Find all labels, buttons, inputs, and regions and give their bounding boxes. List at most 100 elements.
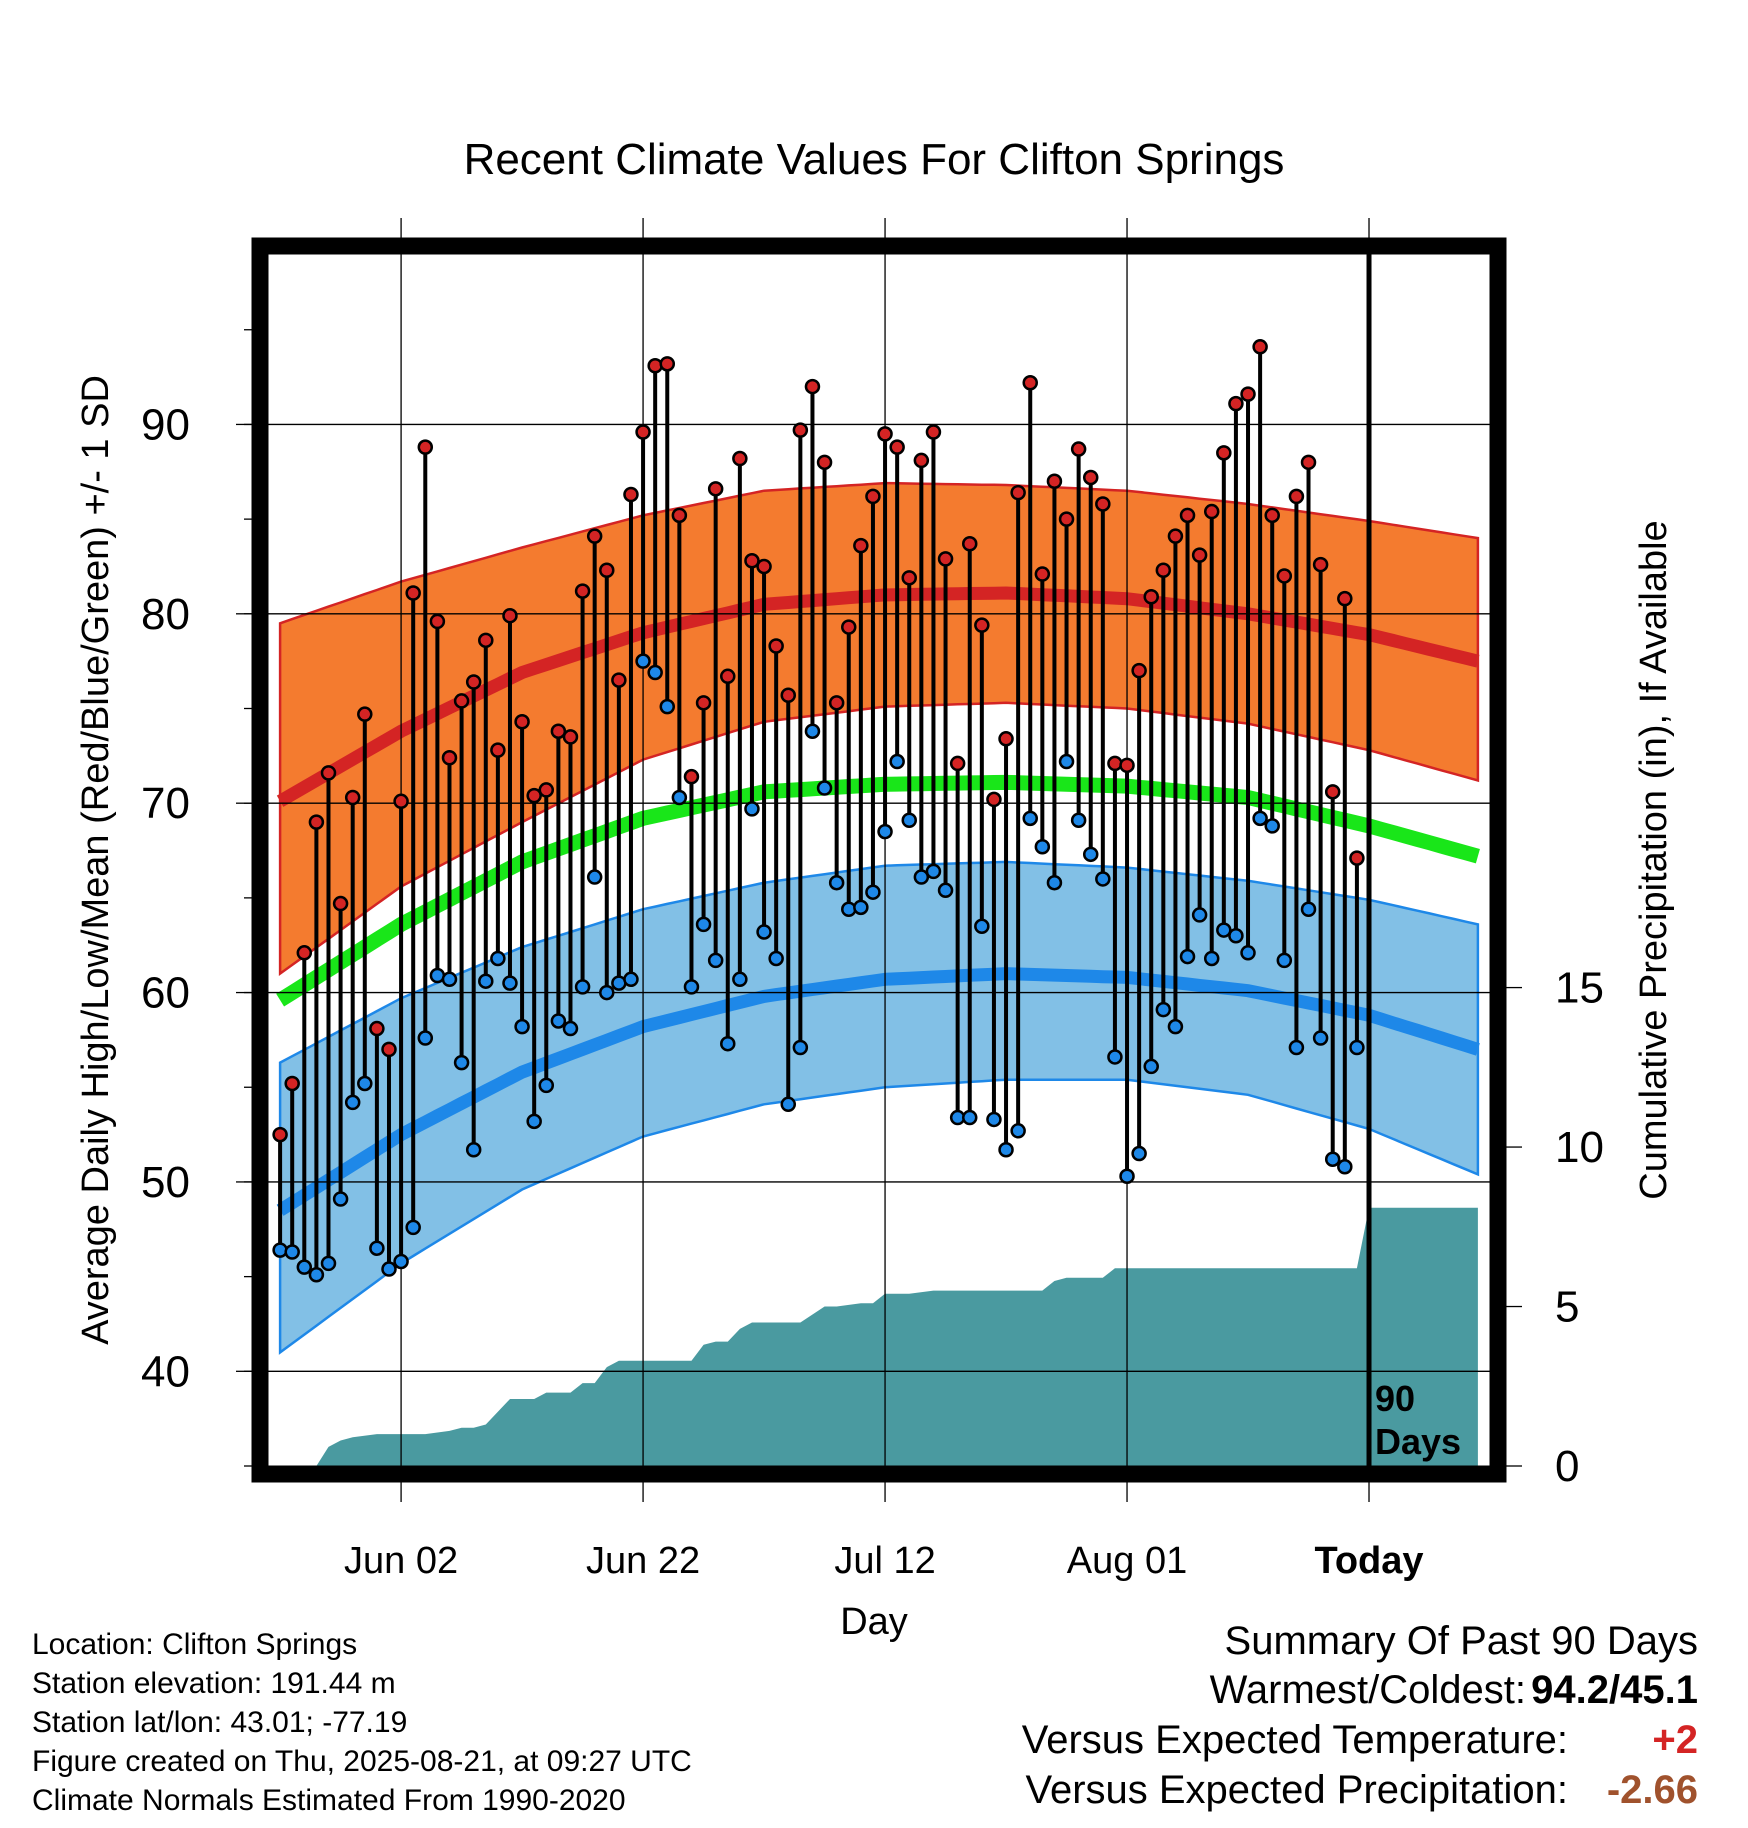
daily-low-point [514,1018,530,1035]
daily-high-point [1058,511,1075,527]
daily-low-point [865,884,881,900]
daily-high-point [550,723,567,739]
daily-low-point [344,1094,361,1111]
daily-low-point [1058,753,1075,770]
daily-high-point [889,439,905,455]
daily-high-point [841,619,857,635]
daily-low-point [1119,1168,1135,1185]
daily-low-point [1288,1039,1305,1056]
daily-low-point [478,973,494,989]
y-tick-label: 50 [141,1158,190,1207]
daily-low-point [453,1054,470,1071]
daily-low-point [901,812,917,828]
temp-versus-value: +2 [1652,1718,1698,1762]
daily-low-point [1155,1001,1172,1018]
daily-low-point [707,952,724,969]
daily-high-point [344,789,361,806]
daily-low-point [1240,945,1256,961]
normals-note-text: Climate Normals Estimated From 1990-2020 [32,1784,626,1817]
daily-low-point [381,1261,397,1277]
y-tick-label: 90 [141,400,190,449]
daily-high-point [671,507,688,524]
daily-high-point [925,424,942,440]
daily-low-point [1228,928,1244,944]
x-axis-label: Day [840,1601,908,1643]
daily-low-point [1179,948,1196,965]
daily-high-point [272,1126,288,1143]
daily-low-point [1022,810,1038,827]
x-tick-label: Today [1314,1540,1423,1582]
daily-low-point [744,801,760,817]
daily-high-point [853,537,869,554]
daily-high-point [1107,755,1123,772]
daily-low-point [369,1240,385,1256]
temp-versus-label: Versus Expected Temperature: [1021,1718,1568,1762]
daily-high-point [1276,568,1293,584]
daily-low-point [574,979,591,995]
daily-high-point [901,570,917,586]
daily-high-point [768,638,784,654]
y-axis-label: Average Daily High/Low/Mean (Red/Blue/Gr… [75,375,117,1345]
plot-frame [251,237,1507,1483]
daily-high-point [1010,484,1026,501]
daily-high-point [478,632,494,649]
daily-high-point [1155,562,1172,579]
daily-low-point [841,901,857,917]
daily-low-point [695,916,712,933]
daily-low-point [1034,838,1051,855]
daily-low-point [1191,907,1208,923]
daily-low-point [732,971,748,988]
daily-low-point [961,1109,978,1126]
location-text: Location: Clifton Springs [32,1628,358,1661]
today-days-label: 90 [1375,1378,1415,1419]
daily-high-point [284,1075,300,1092]
daily-low-point [320,1255,337,1272]
mean-normal-line [276,774,1480,1007]
daily-low-point [1167,1018,1184,1035]
y2-tick-label: 5 [1555,1283,1579,1332]
daily-low-point [986,1111,1002,1128]
daily-high-point [465,674,482,690]
daily-low-point [393,1253,409,1270]
daily-high-point [707,481,724,497]
y2-tick-label: 10 [1555,1123,1604,1172]
daily-high-point [1312,556,1329,573]
precip-versus-label: Versus Expected Precipitation: [1025,1768,1568,1812]
daily-high-point [647,357,663,374]
daily-high-point [1119,757,1135,774]
daily-low-point [538,1077,555,1094]
daily-high-point [369,1020,385,1037]
daily-low-point [768,950,784,967]
daily-high-point [308,814,325,830]
daily-high-point [756,558,772,575]
precip-versus-value: -2.66 [1606,1768,1698,1812]
x-tick-label: Aug 01 [1067,1540,1187,1582]
daily-low-point [417,1030,434,1046]
created-text: Figure created on Thu, 2025-08-21, at 09… [32,1745,692,1778]
daily-low-point [308,1266,325,1283]
daily-high-point [1046,473,1063,489]
daily-high-point [393,793,409,810]
summary-title: Summary Of Past 90 Days [1224,1619,1698,1663]
daily-low-point [816,780,833,796]
daily-low-point [1349,1039,1365,1056]
daily-high-point [490,742,506,758]
daily-low-point [974,918,990,935]
daily-high-point [1131,662,1147,679]
daily-high-point [1264,507,1280,524]
daily-low-point [889,753,905,770]
daily-high-point [1337,590,1353,607]
daily-low-point [1216,922,1232,938]
daily-low-point [332,1191,349,1207]
daily-high-point [1300,454,1317,471]
daily-low-point [1312,1030,1329,1046]
daily-low-point [756,924,772,940]
daily-high-point [1252,339,1268,355]
daily-low-point [296,1259,313,1275]
daily-high-point [611,672,627,688]
daily-low-point [998,1141,1014,1158]
high-normal-line [276,586,1480,807]
daily-high-point [586,528,603,544]
daily-high-point [804,378,821,395]
daily-low-point [1300,901,1317,917]
